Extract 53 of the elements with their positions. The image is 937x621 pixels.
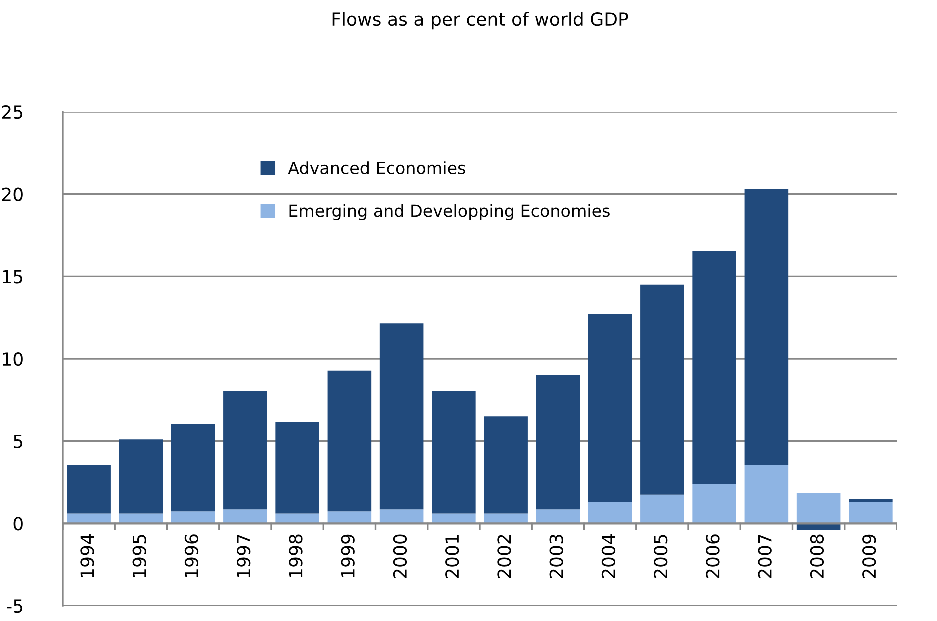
bar bbox=[380, 324, 424, 510]
x-tick-label: 1994 bbox=[80, 534, 94, 578]
y-tick-label: 20 bbox=[2, 188, 23, 202]
bar bbox=[224, 510, 268, 524]
x-tick-label: 2008 bbox=[810, 534, 824, 578]
y-tick-label: 10 bbox=[3, 352, 23, 366]
x-tick-label: 2000 bbox=[393, 534, 408, 578]
bar bbox=[224, 391, 268, 510]
x-tick-label: 1995 bbox=[132, 535, 146, 578]
x-tick-label: 2005 bbox=[654, 535, 668, 578]
x-tick-label: 2006 bbox=[706, 534, 720, 578]
legend-label: Advanced Economies bbox=[288, 162, 466, 174]
bar bbox=[67, 465, 111, 514]
x-tick-label: 2002 bbox=[498, 535, 512, 578]
bar bbox=[119, 440, 164, 514]
bar bbox=[796, 493, 841, 524]
y-tick-label: -5 bbox=[6, 600, 23, 614]
y-tick-label: 15 bbox=[3, 270, 23, 284]
y-tick-label: 5 bbox=[14, 435, 23, 448]
bar bbox=[536, 375, 580, 510]
bar bbox=[432, 391, 476, 514]
bar bbox=[276, 422, 320, 514]
bar bbox=[588, 502, 632, 524]
chart-title: Flows as a per cent of world GDP bbox=[332, 12, 628, 30]
bar bbox=[328, 512, 372, 524]
y-tick-label: 25 bbox=[2, 105, 23, 120]
bar bbox=[849, 502, 893, 524]
bar bbox=[640, 284, 684, 495]
bar bbox=[328, 370, 372, 512]
x-tick-label: 2007 bbox=[758, 535, 772, 578]
bar bbox=[744, 465, 789, 524]
bar bbox=[171, 424, 216, 512]
x-tick-label: 2009 bbox=[862, 534, 876, 578]
x-tick-label: 2001 bbox=[446, 535, 460, 578]
legend-label: Emerging and Developping Economies bbox=[290, 204, 610, 221]
bar bbox=[484, 416, 528, 514]
x-tick-label: 2004 bbox=[602, 534, 616, 578]
bar bbox=[536, 510, 580, 524]
x-tick-label: 1997 bbox=[237, 535, 251, 578]
y-tick-label: 0 bbox=[14, 517, 23, 531]
bar bbox=[640, 494, 684, 524]
bar bbox=[744, 189, 789, 466]
bar bbox=[380, 510, 424, 524]
x-tick-label: 1998 bbox=[289, 534, 303, 578]
bar bbox=[692, 251, 736, 484]
x-tick-label: 1996 bbox=[184, 534, 199, 578]
bar bbox=[849, 498, 893, 502]
x-tick-label: 1999 bbox=[341, 534, 355, 578]
bar bbox=[796, 524, 841, 530]
x-tick-label: 2003 bbox=[550, 534, 564, 578]
bar bbox=[692, 484, 736, 524]
bar bbox=[588, 314, 632, 502]
bar bbox=[171, 512, 216, 524]
